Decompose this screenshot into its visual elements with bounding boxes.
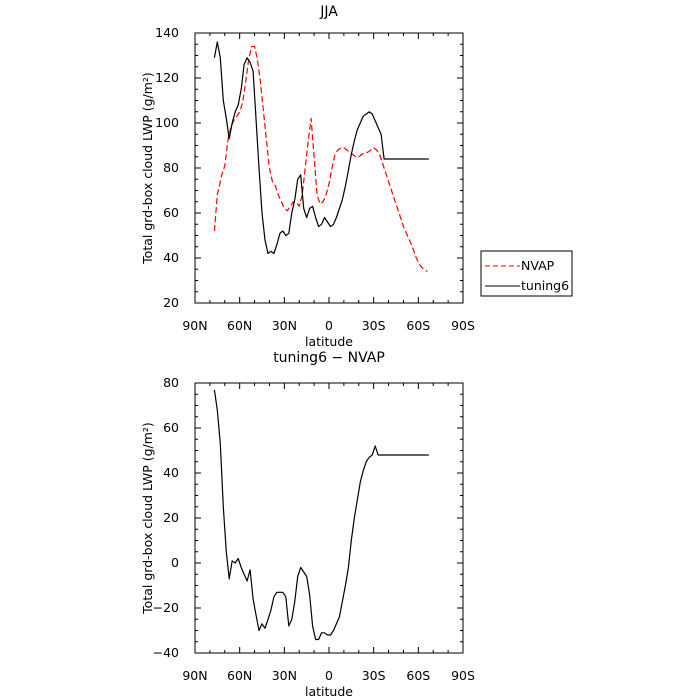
panel-bottom: tuning6 − NVAP 90N 60N 30N 0 30S 60S 90S −40 −20… [140, 350, 475, 699]
y-axis-label: Total grd-box cloud LWP (g/m²) [140, 422, 155, 615]
x-tick-label: 90S [451, 318, 475, 333]
series-lines [213, 389, 429, 641]
y-tick-label: 80 [163, 375, 179, 390]
x-tick-label: 30N [272, 668, 297, 683]
plot-frame [194, 32, 464, 304]
series-lines [213, 41, 429, 272]
x-axis-label: latitude [305, 334, 353, 349]
chart-title: JJA [319, 4, 338, 20]
x-tick-label: 0 [325, 668, 333, 683]
y-tick-label: 40 [163, 250, 179, 265]
y-tick-label: 60 [163, 420, 179, 435]
legend: NVAP tuning6 [480, 250, 573, 297]
x-tick-label: 90N [182, 668, 207, 683]
x-tick-label: 0 [325, 318, 333, 333]
series-line-tuning6 [213, 41, 429, 255]
y-tick-label: −20 [153, 600, 179, 615]
y-tick-label: 100 [155, 115, 179, 130]
x-tick-label: 60S [406, 668, 430, 683]
axes: 90N 60N 30N 0 30S 60S 90S 20 40 60 80 100 120 140 [155, 25, 475, 333]
y-tick-label: 80 [163, 160, 179, 175]
x-tick-label: 90N [182, 318, 207, 333]
y-tick-label: −40 [153, 645, 179, 660]
x-tick-label: 30S [362, 668, 386, 683]
legend-label-tuning6: tuning6 [521, 278, 569, 293]
y-tick-label: 20 [163, 295, 179, 310]
x-tick-label: 60N [227, 668, 252, 683]
x-axis-label: latitude [305, 684, 353, 699]
x-tick-label: 30S [362, 318, 386, 333]
legend-box [480, 250, 573, 297]
y-tick-label: 20 [163, 510, 179, 525]
y-tick-label: 140 [155, 25, 179, 40]
y-tick-label: 40 [163, 465, 179, 480]
plot-frame [194, 382, 464, 654]
axes: 90N 60N 30N 0 30S 60S 90S −40 −20 0 20 40 60 80 [153, 375, 475, 683]
series-line-nvap [213, 45, 428, 272]
series-line-difference [213, 389, 429, 641]
legend-label-nvap: NVAP [521, 258, 555, 273]
x-tick-label: 90S [451, 668, 475, 683]
y-tick-label: 120 [155, 70, 179, 85]
x-tick-label: 30N [272, 318, 297, 333]
y-tick-label: 0 [171, 555, 179, 570]
x-tick-label: 60S [406, 318, 430, 333]
chart-title: tuning6 − NVAP [273, 350, 385, 366]
y-axis-label: Total grd-box cloud LWP (g/m²) [140, 72, 155, 265]
y-tick-label: 60 [163, 205, 179, 220]
x-tick-label: 60N [227, 318, 252, 333]
panel-top: JJA 90N 60N 30N 0 30S 60S 90S 20 40 60 80 100 120 140… [140, 4, 475, 349]
